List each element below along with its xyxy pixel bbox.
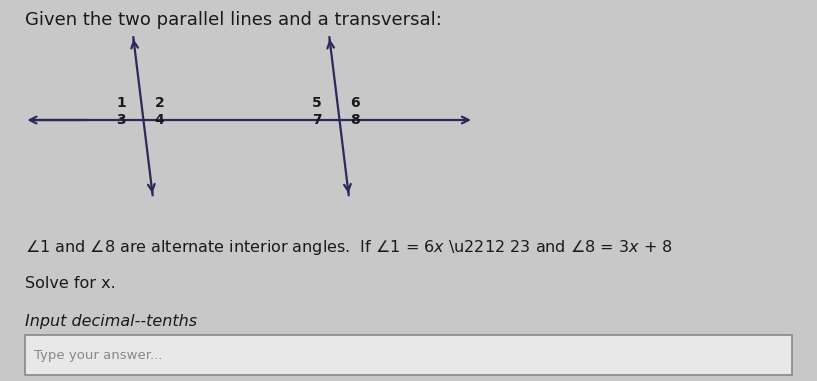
Text: 5: 5: [312, 96, 322, 110]
Text: Input decimal--tenths: Input decimal--tenths: [25, 314, 197, 329]
Text: Given the two parallel lines and a transversal:: Given the two parallel lines and a trans…: [25, 11, 441, 29]
Text: 6: 6: [350, 96, 360, 110]
Text: 4: 4: [154, 113, 164, 127]
Text: Solve for x.: Solve for x.: [25, 276, 115, 291]
Text: 7: 7: [312, 113, 322, 127]
Text: 8: 8: [350, 113, 360, 127]
FancyBboxPatch shape: [25, 335, 792, 375]
Text: $\angle$1 and $\angle$8 are alternate interior angles.  If $\angle$1 = 6$x$ \u22: $\angle$1 and $\angle$8 are alternate in…: [25, 238, 672, 257]
Text: Type your answer...: Type your answer...: [34, 349, 163, 362]
Text: 3: 3: [116, 113, 126, 127]
Text: 1: 1: [116, 96, 126, 110]
Text: 2: 2: [154, 96, 164, 110]
